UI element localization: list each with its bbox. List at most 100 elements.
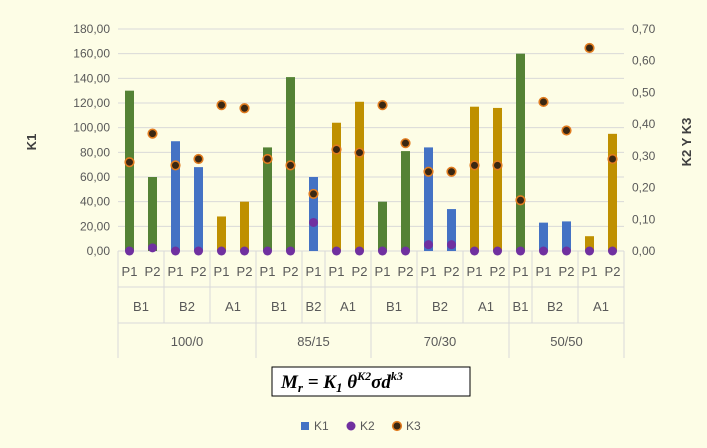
point-label: P2 xyxy=(490,264,506,279)
legend-label: K1 xyxy=(314,419,329,433)
point-label: P1 xyxy=(513,264,529,279)
k3-point xyxy=(262,153,273,165)
k2-point xyxy=(217,246,226,256)
group-label: 50/50 xyxy=(550,334,583,349)
right-tick-label: 0,00 xyxy=(632,244,656,258)
k3-point xyxy=(584,42,595,54)
k3-point xyxy=(147,128,158,139)
left-tick-label: 180,00 xyxy=(73,22,110,36)
group-label: 100/0 xyxy=(171,334,204,349)
point-label: P1 xyxy=(375,264,391,279)
point-label: P1 xyxy=(214,264,230,279)
k2-point xyxy=(148,243,157,253)
k3-point xyxy=(538,96,549,108)
subgroup-label: A1 xyxy=(225,299,241,314)
k2-point xyxy=(516,246,525,256)
k1-bar xyxy=(424,147,433,251)
k2-point xyxy=(125,246,134,256)
k1-bar xyxy=(378,201,387,251)
legend-label: K2 xyxy=(360,419,375,433)
right-axis-title: K2 Y K3 xyxy=(679,118,694,167)
k3-point xyxy=(492,160,503,171)
point-label: P2 xyxy=(559,264,575,279)
point-label: P2 xyxy=(398,264,414,279)
k3-point xyxy=(469,160,480,171)
left-tick-label: 100,00 xyxy=(73,121,110,135)
k3-point xyxy=(124,157,135,168)
subgroup-label: A1 xyxy=(593,299,609,314)
k1-bar xyxy=(309,177,318,251)
k1-bar xyxy=(516,53,525,251)
k3-point xyxy=(515,195,526,206)
point-label: P1 xyxy=(421,264,437,279)
k2-point xyxy=(539,246,548,256)
point-label: P1 xyxy=(582,264,598,279)
left-axis-title: K1 xyxy=(24,134,39,151)
legend-label: K3 xyxy=(406,419,421,433)
k1-bar xyxy=(148,177,157,251)
point-label: P2 xyxy=(444,264,460,279)
left-tick-label: 0,00 xyxy=(87,244,111,258)
point-label: P1 xyxy=(329,264,345,279)
k3-point xyxy=(239,103,250,114)
k2-point xyxy=(309,217,318,227)
subgroup-label: A1 xyxy=(340,299,356,314)
legend: K1 K2 K3 xyxy=(301,419,421,433)
k2-point xyxy=(194,246,203,256)
left-tick-label: 60,00 xyxy=(80,170,110,184)
k3-point xyxy=(446,166,457,177)
k2-point xyxy=(401,246,410,256)
point-label: P2 xyxy=(283,264,299,279)
subgroup-label: B2 xyxy=(432,299,448,314)
k1-bar xyxy=(447,209,456,251)
point-label: P1 xyxy=(168,264,184,279)
k3-point xyxy=(285,160,296,171)
left-tick-label: 160,00 xyxy=(73,47,110,61)
point-label: P2 xyxy=(191,264,207,279)
right-tick-label: 0,30 xyxy=(632,149,656,163)
k2-point xyxy=(240,246,249,256)
k2-point xyxy=(332,246,341,256)
group-label: 70/30 xyxy=(424,334,457,349)
point-label: P2 xyxy=(145,264,161,279)
k3-point xyxy=(607,153,618,165)
k2-point xyxy=(286,246,295,256)
subgroup-label: B1 xyxy=(386,299,402,314)
k1-bar xyxy=(585,236,594,251)
k2-point xyxy=(562,246,571,256)
k3-point xyxy=(193,153,204,165)
k3-point xyxy=(170,160,181,171)
point-label: P1 xyxy=(122,264,138,279)
left-tick-label: 40,00 xyxy=(80,195,110,209)
formula-box: Mr = K1 θK2σdk3 xyxy=(271,366,471,397)
subgroup-label: B1 xyxy=(513,299,529,314)
k1-bar xyxy=(171,141,180,251)
k1-bar xyxy=(240,201,249,251)
k2-points xyxy=(125,217,617,256)
k2-point xyxy=(493,246,502,256)
point-label: P2 xyxy=(352,264,368,279)
legend-k1-marker xyxy=(301,422,309,430)
k3-point xyxy=(561,125,572,136)
right-tick-label: 0,20 xyxy=(632,181,656,195)
subgroup-label: B1 xyxy=(271,299,287,314)
left-tick-label: 80,00 xyxy=(80,145,110,159)
point-label: P1 xyxy=(306,264,322,279)
k2-point xyxy=(447,240,456,250)
k2-point xyxy=(424,240,433,250)
subgroup-label: B2 xyxy=(306,299,322,314)
point-label: P2 xyxy=(605,264,621,279)
k1-bar xyxy=(332,122,341,251)
right-tick-label: 0,70 xyxy=(632,22,656,36)
k1-bar xyxy=(539,222,548,251)
k1-bar xyxy=(562,221,571,251)
right-axis-ticks: 0,00 0,10 0,20 0,30 0,40 0,50 0,60 0,70 xyxy=(632,22,656,258)
subgroup-label: B2 xyxy=(179,299,195,314)
k1-bar xyxy=(470,106,479,251)
k2-point xyxy=(378,246,387,256)
k1-bar xyxy=(194,167,203,251)
k3-point xyxy=(354,147,365,158)
k1-bar xyxy=(217,216,226,251)
k2-point xyxy=(608,246,617,256)
